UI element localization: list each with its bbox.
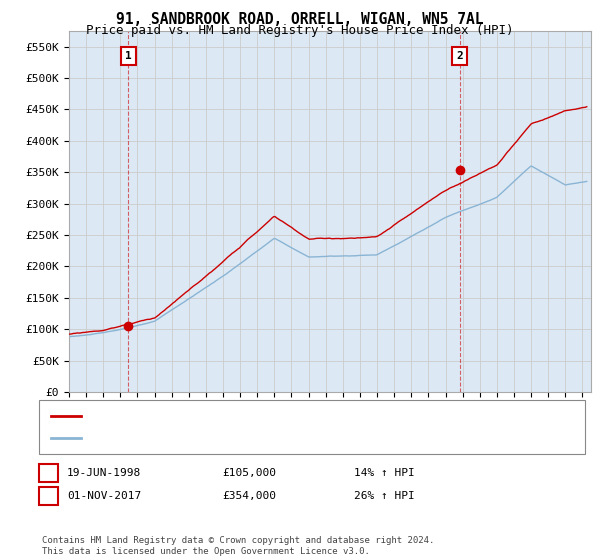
Text: 26% ↑ HPI: 26% ↑ HPI <box>354 491 415 501</box>
Text: 01-NOV-2017: 01-NOV-2017 <box>67 491 142 501</box>
Text: Contains HM Land Registry data © Crown copyright and database right 2024.
This d: Contains HM Land Registry data © Crown c… <box>42 536 434 556</box>
Text: 14% ↑ HPI: 14% ↑ HPI <box>354 468 415 478</box>
Text: 1: 1 <box>45 466 52 480</box>
Text: 91, SANDBROOK ROAD, ORRELL, WIGAN, WN5 7AL (detached house): 91, SANDBROOK ROAD, ORRELL, WIGAN, WN5 7… <box>87 411 456 421</box>
Text: £354,000: £354,000 <box>222 491 276 501</box>
Text: 2: 2 <box>457 51 463 61</box>
Text: 19-JUN-1998: 19-JUN-1998 <box>67 468 142 478</box>
Text: HPI: Average price, detached house, West Lancashire: HPI: Average price, detached house, West… <box>87 433 406 444</box>
Text: £105,000: £105,000 <box>222 468 276 478</box>
Text: 1: 1 <box>125 51 132 61</box>
Text: 2: 2 <box>45 489 52 502</box>
Text: 91, SANDBROOK ROAD, ORRELL, WIGAN, WN5 7AL: 91, SANDBROOK ROAD, ORRELL, WIGAN, WN5 7… <box>116 12 484 27</box>
Text: Price paid vs. HM Land Registry's House Price Index (HPI): Price paid vs. HM Land Registry's House … <box>86 24 514 37</box>
